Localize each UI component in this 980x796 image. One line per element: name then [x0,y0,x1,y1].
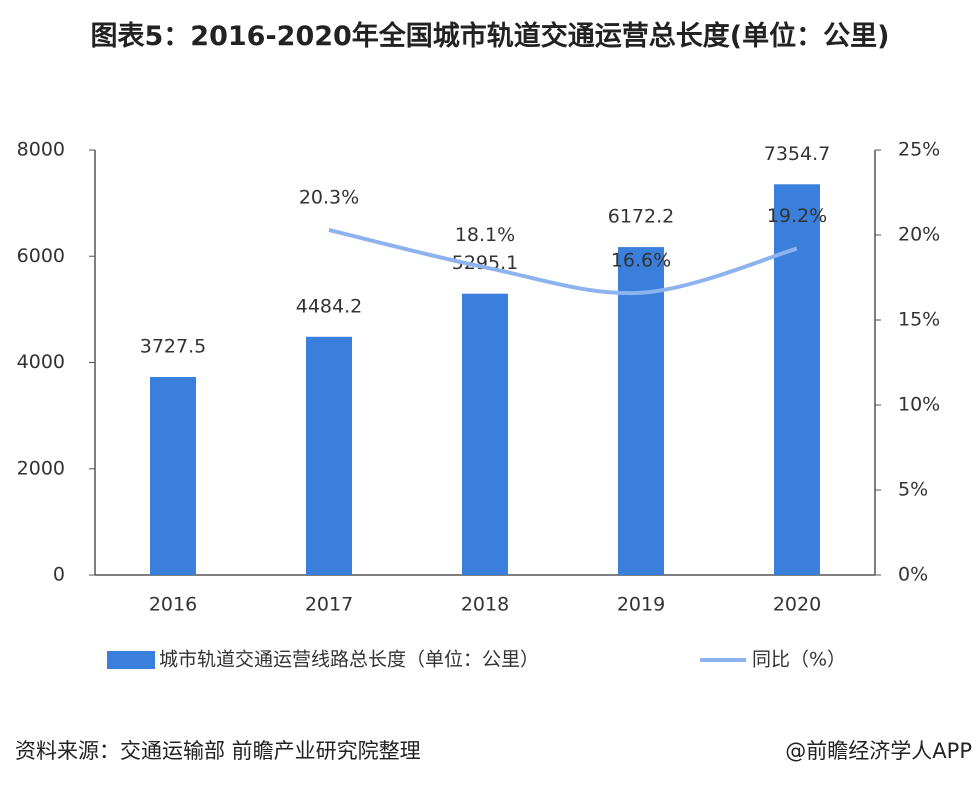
line-value-label: 16.6% [611,249,671,271]
x-tick-label: 2019 [617,594,665,616]
line [328,227,798,296]
legend-label: 同比（%） [752,649,846,671]
line-value-label: 18.1% [455,224,515,246]
y2-tick-label: 20% [898,224,940,246]
y-tick-label: 6000 [17,245,65,267]
y-tick-label: 0 [53,564,65,586]
legend-swatch [107,651,155,669]
line-value-label: 20.3% [299,186,359,208]
bar-value-label: 5295.1 [452,252,518,274]
source: 资料来源：交通运输部 前瞻产业研究院整理 [15,739,421,763]
bar [462,293,508,575]
y2-tick-label: 25% [898,139,940,161]
x-tick-label: 2018 [461,594,509,616]
bar [774,184,820,575]
bar [618,247,664,575]
y2-tick-label: 5% [898,479,928,501]
bar-value-label: 4484.2 [296,295,362,317]
x-tick-label: 2017 [305,594,353,616]
bar [150,376,196,575]
y2-tick-label: 15% [898,309,940,331]
y-tick-label: 8000 [17,139,65,161]
x-tick-label: 2016 [149,594,197,616]
y2-tick-label: 10% [898,394,940,416]
chart-title: 图表5：2016-2020年全国城市轨道交通运营总长度(单位：公里) [90,21,890,52]
y-tick-label: 4000 [17,351,65,373]
bar-value-label: 6172.2 [608,206,674,228]
y-tick-label: 2000 [17,457,65,479]
legend-label: 城市轨道交通运营线路总长度（单位：公里） [159,649,539,671]
y2-tick-label: 0% [898,564,928,586]
bar-value-label: 7354.7 [764,143,830,165]
credit: @前瞻经济学人APP [785,739,972,763]
bar [306,336,352,575]
line-value-label: 19.2% [767,205,827,227]
x-tick-label: 2020 [773,594,821,616]
bar-value-label: 3727.5 [140,335,206,357]
